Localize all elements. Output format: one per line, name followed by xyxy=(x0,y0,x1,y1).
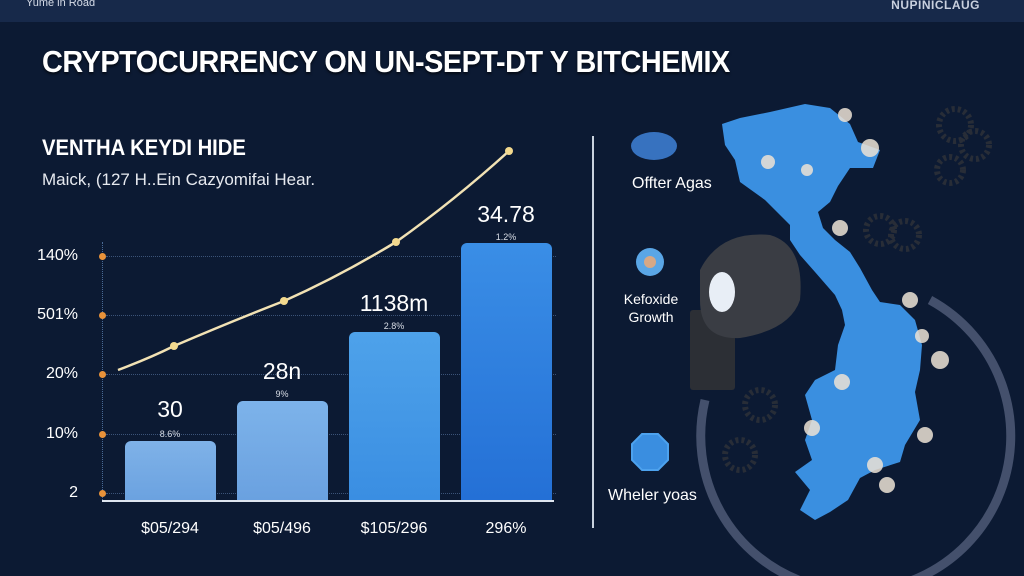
section-divider xyxy=(592,136,594,528)
x-tick-label: $105/296 xyxy=(360,520,428,537)
y-tick-dot xyxy=(99,431,106,438)
globe-cluster-icon xyxy=(631,132,677,160)
y-tick-dot xyxy=(99,312,106,319)
top-bar-left-text: Yume in Road xyxy=(26,0,96,9)
y-tick-dot xyxy=(99,490,106,497)
y-tick-dot xyxy=(99,371,106,378)
y-tick-label: 20% xyxy=(45,365,78,382)
x-tick-label: $05/496 xyxy=(253,520,311,537)
bar-3[interactable] xyxy=(349,332,440,500)
bar-1[interactable] xyxy=(125,441,216,500)
bar-value-label: 30 xyxy=(157,396,183,422)
page-title: CRYPTOCURRENCY ON UN-SEPT-DT Y BITCHEMIX xyxy=(42,44,730,79)
bar-pct-label: 2.8% xyxy=(383,321,405,331)
feature-label-2: Kefoxide Growth xyxy=(623,291,679,325)
map-marker-icon xyxy=(761,108,949,493)
top-bar: Yume in Road NUPINICLAUG xyxy=(0,0,1024,22)
bar-value-label: 34.78 xyxy=(477,201,535,227)
chart-title: VENTHA KEYDI HIDE xyxy=(42,135,246,160)
y-tick-label: 501% xyxy=(37,306,78,323)
bar-pct-label: 8.6% xyxy=(159,429,181,439)
y-tick-dot xyxy=(99,253,106,260)
feature-label-3: Wheler yoas xyxy=(608,487,697,504)
bar-pct-label: 1.2% xyxy=(495,232,517,242)
y-tick-label: 10% xyxy=(45,425,78,442)
gridline xyxy=(106,374,556,375)
octagon-badge-icon xyxy=(631,433,669,471)
bar-4[interactable] xyxy=(461,243,552,500)
bar-pct-label: 9% xyxy=(275,389,289,399)
gridline xyxy=(106,493,556,494)
top-bar-brand: NUPINICLAUG xyxy=(891,0,980,12)
feature-label-1: Offter Agas xyxy=(632,175,712,192)
bar-2[interactable] xyxy=(237,401,328,500)
y-tick-label: 140% xyxy=(37,247,78,264)
spotlight-icon xyxy=(690,234,801,390)
y-tick-label: 2 xyxy=(69,484,78,501)
gridline xyxy=(106,434,556,435)
bar-value-label: 28n xyxy=(262,358,302,384)
gear-icon xyxy=(722,106,992,473)
gridline xyxy=(106,315,556,316)
chart-subtitle: Maick, (127 H..Ein Cazyomifai Hear. xyxy=(42,170,316,189)
x-tick-label: $05/294 xyxy=(141,520,199,537)
x-axis xyxy=(102,500,554,502)
x-tick-label: 296% xyxy=(485,520,527,537)
bar-value-label: 1138m xyxy=(359,290,429,316)
gridline xyxy=(106,256,556,257)
